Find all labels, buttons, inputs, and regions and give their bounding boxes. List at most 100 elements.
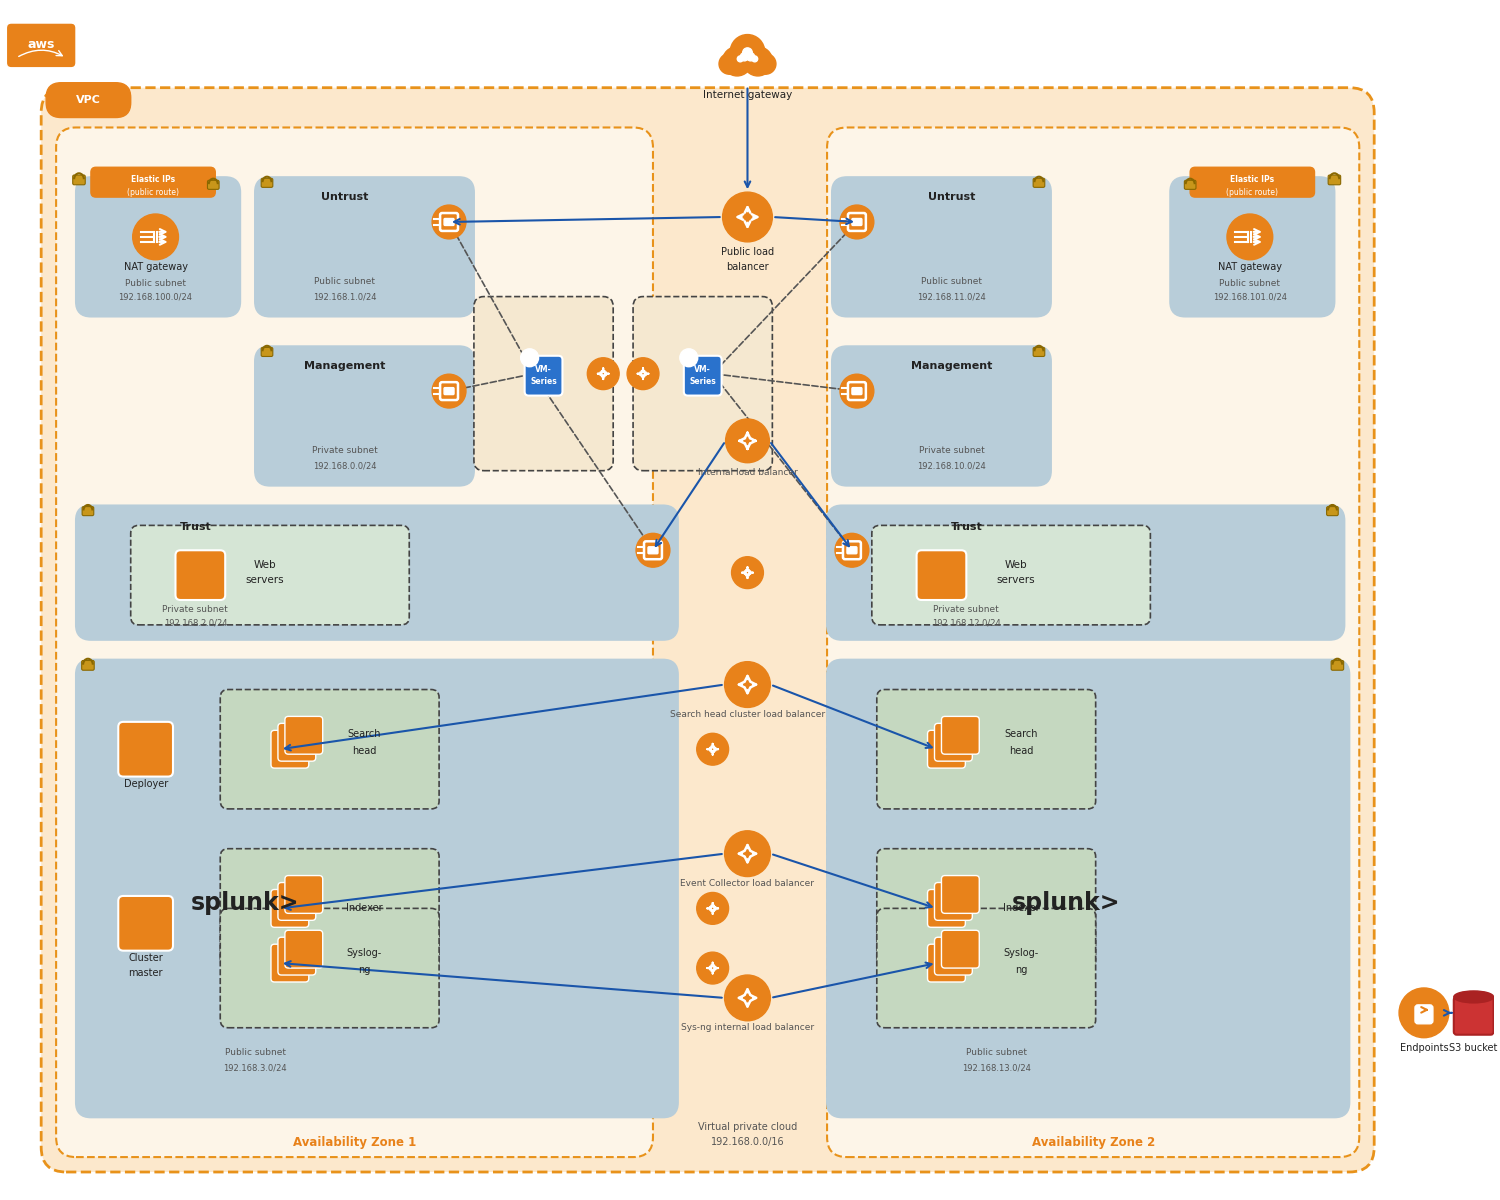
Text: Internet gateway: Internet gateway bbox=[704, 90, 792, 100]
Text: Public subnet: Public subnet bbox=[921, 277, 982, 286]
Text: Management: Management bbox=[910, 361, 992, 371]
FancyBboxPatch shape bbox=[118, 896, 172, 950]
FancyBboxPatch shape bbox=[46, 83, 130, 118]
Circle shape bbox=[696, 952, 729, 984]
Text: 192.168.0.0/24: 192.168.0.0/24 bbox=[314, 461, 376, 470]
Text: VPC: VPC bbox=[75, 95, 100, 104]
FancyBboxPatch shape bbox=[1330, 660, 1344, 671]
Circle shape bbox=[1400, 988, 1449, 1038]
Circle shape bbox=[723, 192, 772, 242]
Text: Elastic IPs: Elastic IPs bbox=[1230, 175, 1274, 184]
FancyBboxPatch shape bbox=[444, 218, 454, 226]
FancyBboxPatch shape bbox=[56, 127, 652, 1157]
Circle shape bbox=[730, 35, 765, 70]
Text: Syslog-: Syslog- bbox=[346, 948, 382, 958]
Circle shape bbox=[836, 533, 868, 568]
Text: Trust: Trust bbox=[180, 522, 212, 533]
Text: Public subnet: Public subnet bbox=[225, 1048, 285, 1057]
Text: aws: aws bbox=[27, 38, 56, 52]
Text: Web: Web bbox=[1005, 560, 1028, 570]
Text: Elastic IPs: Elastic IPs bbox=[130, 175, 174, 184]
Text: Cluster: Cluster bbox=[129, 953, 164, 964]
Text: ng: ng bbox=[1016, 965, 1028, 976]
Text: Public subnet: Public subnet bbox=[1220, 280, 1281, 288]
Circle shape bbox=[696, 893, 729, 924]
FancyBboxPatch shape bbox=[92, 167, 216, 197]
FancyBboxPatch shape bbox=[1034, 179, 1046, 187]
Text: NAT gateway: NAT gateway bbox=[1218, 262, 1282, 271]
Circle shape bbox=[742, 47, 772, 76]
Circle shape bbox=[520, 349, 538, 367]
FancyBboxPatch shape bbox=[278, 937, 315, 976]
Text: head: head bbox=[1010, 746, 1034, 756]
Text: 192.168.0.0/16: 192.168.0.0/16 bbox=[711, 1138, 785, 1147]
Text: Search: Search bbox=[1005, 730, 1038, 739]
Text: Indexer: Indexer bbox=[346, 904, 382, 913]
FancyBboxPatch shape bbox=[285, 716, 322, 754]
Text: Web: Web bbox=[254, 560, 276, 570]
Text: Public subnet: Public subnet bbox=[124, 280, 186, 288]
Circle shape bbox=[738, 56, 742, 62]
FancyBboxPatch shape bbox=[285, 930, 322, 968]
FancyBboxPatch shape bbox=[207, 180, 219, 190]
FancyBboxPatch shape bbox=[72, 175, 86, 185]
Text: head: head bbox=[352, 746, 376, 756]
Text: Private subnet: Private subnet bbox=[162, 606, 228, 614]
FancyBboxPatch shape bbox=[1170, 178, 1335, 317]
FancyBboxPatch shape bbox=[942, 876, 980, 913]
Text: Event Collector load balancer: Event Collector load balancer bbox=[681, 880, 814, 888]
FancyBboxPatch shape bbox=[934, 937, 972, 976]
Text: 192.168.13.0/24: 192.168.13.0/24 bbox=[962, 1063, 1030, 1072]
Text: 192.168.101.0/24: 192.168.101.0/24 bbox=[1214, 292, 1287, 301]
Text: Private subnet: Private subnet bbox=[312, 446, 378, 455]
FancyBboxPatch shape bbox=[1034, 348, 1046, 356]
FancyBboxPatch shape bbox=[878, 908, 1095, 1027]
FancyBboxPatch shape bbox=[525, 355, 562, 396]
FancyBboxPatch shape bbox=[847, 547, 856, 553]
FancyBboxPatch shape bbox=[176, 551, 225, 600]
FancyBboxPatch shape bbox=[130, 526, 410, 625]
FancyBboxPatch shape bbox=[648, 547, 658, 553]
Text: servers: servers bbox=[246, 575, 285, 586]
FancyBboxPatch shape bbox=[916, 551, 966, 600]
FancyBboxPatch shape bbox=[118, 722, 172, 776]
FancyBboxPatch shape bbox=[878, 848, 1095, 968]
Circle shape bbox=[432, 205, 466, 239]
FancyBboxPatch shape bbox=[76, 660, 678, 1117]
FancyBboxPatch shape bbox=[272, 731, 309, 768]
Ellipse shape bbox=[1454, 991, 1494, 1003]
FancyBboxPatch shape bbox=[272, 889, 309, 928]
Text: NAT gateway: NAT gateway bbox=[123, 262, 188, 271]
Text: S3 bucket: S3 bucket bbox=[1449, 1043, 1498, 1052]
Text: Public subnet: Public subnet bbox=[966, 1048, 1026, 1057]
FancyBboxPatch shape bbox=[261, 179, 273, 187]
FancyBboxPatch shape bbox=[833, 347, 1052, 486]
Circle shape bbox=[741, 53, 748, 61]
FancyBboxPatch shape bbox=[261, 348, 273, 356]
Text: Indexer: Indexer bbox=[1002, 904, 1040, 913]
Text: Search head cluster load balancer: Search head cluster load balancer bbox=[670, 710, 825, 719]
FancyBboxPatch shape bbox=[272, 944, 309, 982]
Circle shape bbox=[752, 56, 758, 62]
Text: VM-: VM- bbox=[536, 365, 552, 374]
Text: ng: ng bbox=[358, 965, 370, 976]
Text: 192.168.100.0/24: 192.168.100.0/24 bbox=[118, 292, 192, 301]
Text: 192.168.11.0/24: 192.168.11.0/24 bbox=[916, 292, 986, 301]
Text: Management: Management bbox=[304, 361, 386, 371]
Text: VM-: VM- bbox=[694, 365, 711, 374]
Text: Public subnet: Public subnet bbox=[314, 277, 375, 286]
FancyBboxPatch shape bbox=[255, 178, 474, 317]
FancyBboxPatch shape bbox=[827, 127, 1359, 1157]
Text: Syslog-: Syslog- bbox=[1004, 948, 1038, 958]
FancyBboxPatch shape bbox=[278, 724, 315, 761]
Circle shape bbox=[1227, 214, 1272, 259]
FancyBboxPatch shape bbox=[40, 88, 1374, 1172]
Text: Series: Series bbox=[690, 377, 715, 386]
Text: 192.168.1.0/24: 192.168.1.0/24 bbox=[314, 292, 376, 301]
FancyBboxPatch shape bbox=[76, 505, 678, 640]
FancyBboxPatch shape bbox=[220, 690, 440, 809]
Text: Deployer: Deployer bbox=[123, 779, 168, 790]
Text: 192.168.12.0/24: 192.168.12.0/24 bbox=[932, 618, 1000, 628]
FancyBboxPatch shape bbox=[76, 178, 240, 317]
FancyBboxPatch shape bbox=[1454, 997, 1494, 1034]
